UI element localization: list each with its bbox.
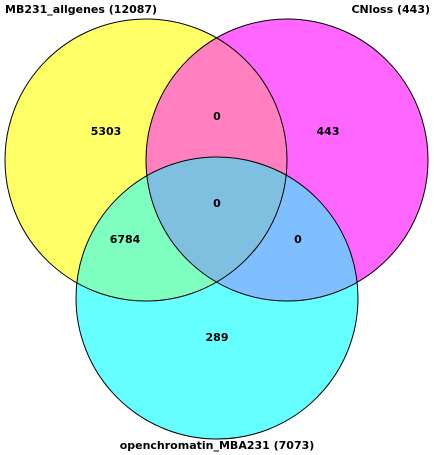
set-label-b: CNloss (443) — [351, 3, 430, 16]
set-a-outline — [4, 18, 288, 302]
count-c-only: 289 — [206, 331, 229, 344]
count-ac-only: 6784 — [110, 233, 141, 246]
count-abc: 0 — [213, 197, 221, 210]
count-a-only: 5303 — [91, 125, 122, 138]
set-b-outline — [145, 18, 429, 302]
set-label-c: openchromatin_MBA231 (7073) — [120, 439, 315, 452]
set-c-outline — [75, 156, 359, 440]
count-ab-only: 0 — [213, 110, 221, 123]
set-label-a: MB231_allgenes (12087) — [5, 3, 157, 16]
count-b-only: 443 — [317, 125, 340, 138]
count-bc-only: 0 — [294, 233, 302, 246]
